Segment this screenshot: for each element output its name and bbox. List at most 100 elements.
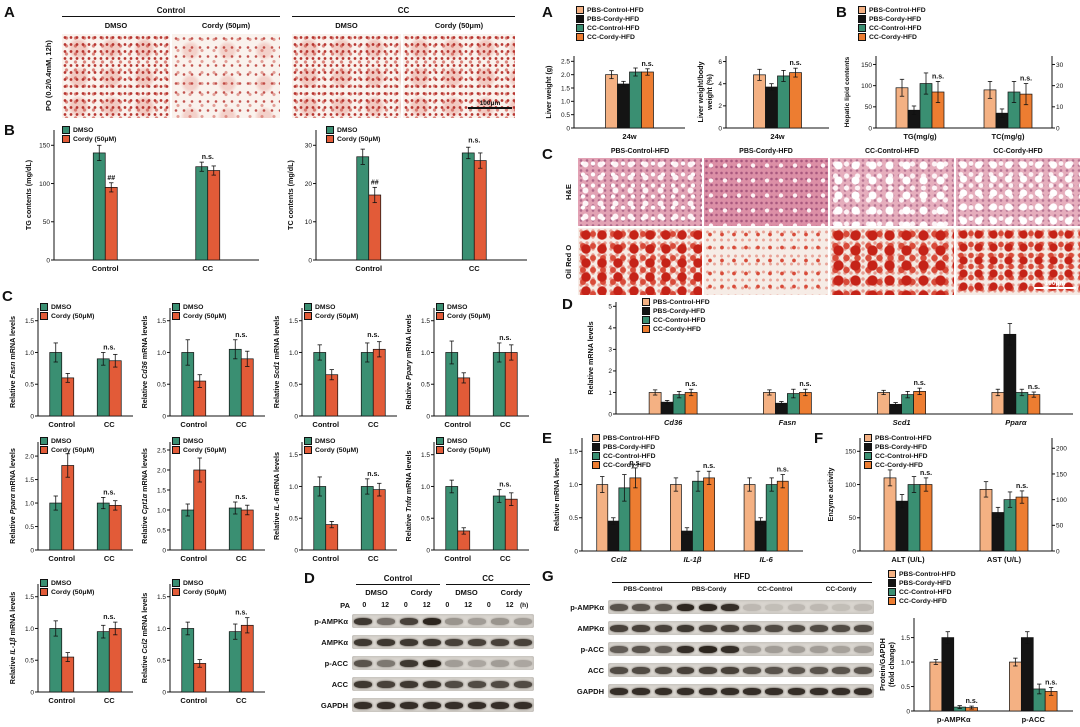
svg-text:n.s.: n.s. [1020,76,1032,83]
blot-lane [719,687,741,695]
blot-band [787,645,806,653]
blot-band [654,645,673,653]
blot-lane [608,645,630,653]
legend-label: CC-Control-HFD [587,24,640,32]
svg-text:0: 0 [162,413,166,420]
blot-band [809,666,828,674]
blot-group: CC-Cordy [825,586,857,593]
svg-text:1.5: 1.5 [561,85,570,92]
group-header-control: Control [62,6,280,17]
blot-band [490,680,509,688]
legend-label: Cordy (50μM) [183,446,227,454]
legend-label: Cordy (50μM) [447,312,491,320]
legend-label: Cordy (50μM) [51,446,95,454]
blot-lane [763,645,785,653]
microscopy-control-cordy-image [172,34,280,118]
svg-text:0.5: 0.5 [289,516,298,523]
legend-entry: DMSO [40,579,94,587]
svg-text:Relative mRNA levels: Relative mRNA levels [552,458,561,531]
blot-lane [697,624,719,632]
svg-text:0.5: 0.5 [421,516,430,523]
blot-band [743,687,761,695]
blot-lane [511,659,534,667]
pa-label: PA [340,601,350,610]
legend-label: PBS-Control-HFD [899,570,956,578]
legend-entry: DMSO [304,303,358,311]
legend-swatch [172,312,180,320]
svg-text:CC: CC [202,264,213,273]
legend-swatch [864,443,872,451]
legend-swatch [304,446,312,454]
svg-text:0: 0 [868,125,872,132]
svg-text:1.5: 1.5 [157,594,166,601]
blot-lane [719,666,741,674]
svg-text:2: 2 [608,368,612,375]
chart-svg-c_fasn: 0 0.5 1.0 1.5 Relative Fasn mRNA levels Contr… [8,308,133,429]
blot-treatment: DMSO [455,588,478,597]
svg-text:1.0: 1.0 [421,484,430,491]
svg-text:n.s.: n.s. [966,698,978,705]
blot-band [765,666,784,674]
blot-lane [719,624,741,632]
pa-value: 12 [464,602,473,609]
blot-band [513,659,532,667]
legend-entry: PBS-Control-HFD [858,6,926,14]
blot-lane [443,638,466,646]
blot-lane [511,701,534,709]
panel-label-left-b: B [4,122,15,139]
svg-text:1.5: 1.5 [289,452,298,459]
chart-svg-c_scd1: 0 0.5 1.0 1.5 Relative Scd1 mRNA levels Contr… [272,308,397,429]
legend-swatch [592,443,600,451]
svg-text:n.s.: n.s. [499,482,511,489]
svg-text:1.5: 1.5 [25,594,34,601]
blot-band [513,680,532,688]
blot-band [610,687,628,695]
chart-tnfa-mrna: DMSO Cordy (50μM) 0 0.5 1.0 1.5 Relative Tnfα… [404,436,534,564]
blot-lane [466,701,489,709]
panel-label-right-f: F [814,430,824,447]
chart-hepatic-lipid: 0 50 100 150 0 10 20 30 Hepatic lipid contents TG… [842,50,1078,142]
blot-lane [675,666,697,674]
svg-text:0.5: 0.5 [421,382,430,389]
legend-swatch [62,135,70,143]
svg-text:0: 0 [30,689,34,696]
legend-swatch [172,437,180,445]
svg-text:Relative Cd36 mRNA levels: Relative Cd36 mRNA levels [140,316,149,409]
svg-text:0.5: 0.5 [25,658,34,665]
blot-band [632,645,651,653]
blot-lane [375,701,398,709]
blot-row: ACC [556,663,874,677]
legend-label: PBS-Cordy-HFD [587,15,640,23]
blot-lane [808,666,830,674]
chart-liver-weight: 0 0.5 1.0 1.5 2.0 2.5 Liver weight (g) 24w n.s. [544,50,690,142]
blot-lane [808,645,830,653]
blot-band [610,624,628,632]
blot-strip [608,600,874,614]
pa-value: 12 [505,602,514,609]
blot-band [765,603,784,611]
legend-label: Cordy (50μM) [183,588,227,596]
blot-lane [489,680,512,688]
blot-strip [352,656,534,670]
legend-hfd-groups: PBS-Control-HFD PBS-Cordy-HFD CC-Control-H… [592,434,660,469]
svg-text:Control: Control [312,554,339,563]
svg-text:n.s.: n.s. [1016,483,1028,490]
legend-entry: CC-Cordy-HFD [642,325,710,333]
blot-band [698,666,717,674]
svg-text:6: 6 [718,59,722,66]
svg-text:0: 0 [566,125,570,132]
svg-text:n.s.: n.s. [703,463,715,470]
blot-lane [830,645,852,653]
blot-lane [443,659,466,667]
svg-text:30: 30 [1056,62,1064,69]
blot-lane [375,659,398,667]
chart-svg-r_enzyme: 0 50 100 150 0 50 100 150 200 Enzyme activity ALT … [826,438,1067,564]
blot-band [743,624,761,632]
svg-text:24w: 24w [770,132,784,141]
svg-text:2.5: 2.5 [561,59,570,66]
blot-lane [741,687,763,695]
he-cc-cordy-image [956,158,1080,226]
svg-text:1.5: 1.5 [421,318,430,325]
legend-label: PBS-Control-HFD [653,298,710,306]
